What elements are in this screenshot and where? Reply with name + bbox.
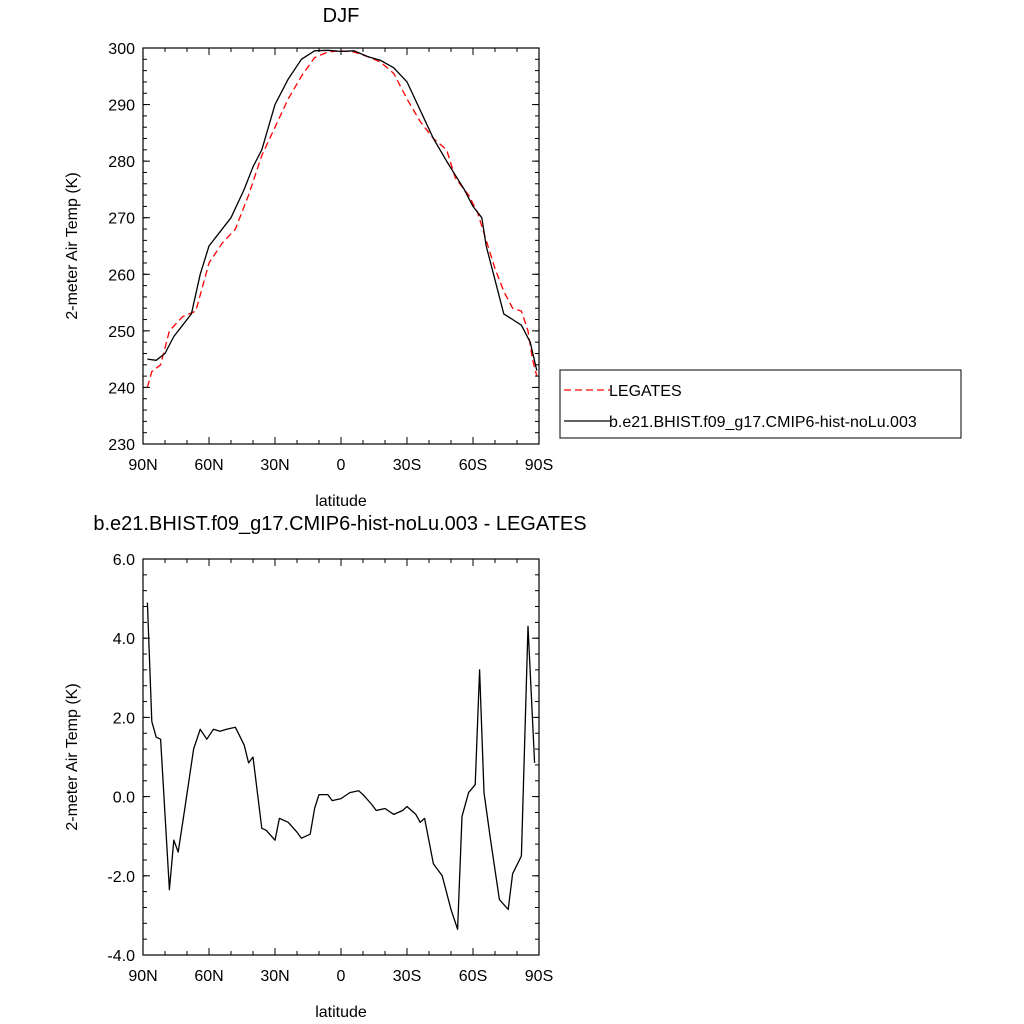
- x-tick-label: 30S: [393, 968, 421, 985]
- x-tick-label: 90S: [525, 968, 553, 985]
- y-tick-label: 300: [108, 41, 135, 58]
- top-chart: DJF 90N 60N 30N 0 30S 60S 90S 230 240 250 260 270 28…: [64, 5, 553, 510]
- legend-box: [559, 369, 962, 439]
- x-tick-label: 60S: [459, 968, 487, 985]
- y-tick-label: 6.0: [113, 552, 135, 569]
- y-tick-label: -4.0: [107, 948, 135, 965]
- y-tick-label: 290: [108, 98, 135, 115]
- x-tick-label: 90S: [525, 457, 553, 474]
- y-tick-label: 270: [108, 211, 135, 228]
- x-axis-label: latitude: [315, 493, 367, 510]
- tick-group: 90N 60N 30N 0 30S 60S 90S 230 240 250 260 270 280 290…: [108, 41, 553, 474]
- y-tick-label: 250: [108, 324, 135, 341]
- y-axis-label: 2-meter Air Temp (K): [64, 172, 81, 319]
- plot-frame: [142, 47, 540, 445]
- y-tick-label: 2.0: [113, 710, 135, 727]
- x-tick-label: 30S: [393, 457, 421, 474]
- x-tick-label: 30N: [260, 968, 289, 985]
- plot-frame: [142, 558, 540, 956]
- x-tick-label: 30N: [260, 457, 289, 474]
- legend-entry-legates: LEGATES: [609, 383, 682, 400]
- chart-title: b.e21.BHIST.f09_g17.CMIP6-hist-noLu.003 …: [93, 513, 586, 535]
- y-tick-label: 0.0: [113, 790, 135, 807]
- tick-group: 90N 60N 30N 0 30S 60S 90S -4.0 -2.0 0.0 2.0 4.0 6.0: [107, 552, 553, 985]
- x-tick-label: 60S: [459, 457, 487, 474]
- bottom-chart: b.e21.BHIST.f09_g17.CMIP6-hist-noLu.003 …: [64, 513, 587, 1021]
- series-line-model: [146, 602, 536, 930]
- series-line-model: [147, 49, 538, 371]
- x-tick-label: 90N: [128, 968, 157, 985]
- legend: LEGATES b.e21.BHIST.f09_g17.CMIP6-hist-n…: [559, 369, 962, 439]
- series-line-legates: [146, 50, 538, 388]
- chart-title: DJF: [323, 5, 360, 27]
- y-tick-label: 230: [108, 437, 135, 454]
- y-tick-label: 280: [108, 154, 135, 171]
- x-tick-label: 90N: [128, 457, 157, 474]
- x-tick-label: 0: [337, 457, 346, 474]
- series-group: [146, 49, 538, 388]
- y-tick-label: 260: [108, 267, 135, 284]
- y-tick-label: 240: [108, 380, 135, 397]
- x-tick-label: 0: [337, 968, 346, 985]
- series-group: [146, 602, 536, 930]
- y-axis-label: 2-meter Air Temp (K): [64, 683, 81, 830]
- x-tick-label: 60N: [194, 457, 223, 474]
- legend-entry-model: b.e21.BHIST.f09_g17.CMIP6-hist-noLu.003: [609, 414, 917, 431]
- y-tick-label: -2.0: [107, 869, 135, 886]
- x-axis-label: latitude: [315, 1004, 367, 1021]
- x-tick-label: 60N: [194, 968, 223, 985]
- y-tick-label: 4.0: [113, 631, 135, 648]
